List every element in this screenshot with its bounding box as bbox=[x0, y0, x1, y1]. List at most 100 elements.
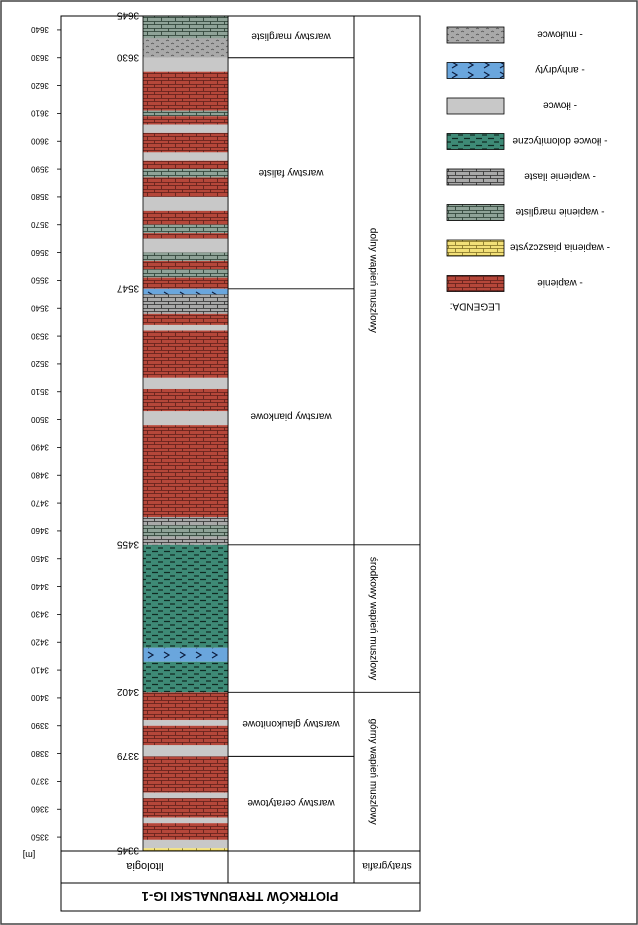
lithology-layer-clayey_ls bbox=[143, 536, 228, 545]
figure-title: PIOTRKÓW TRYBUNALSKI IG-1 bbox=[142, 889, 339, 904]
depth-tick-label: 3510 bbox=[31, 387, 49, 396]
depth-tick-label: 3600 bbox=[31, 136, 49, 145]
legend-swatch-anhydryty bbox=[446, 62, 505, 79]
lithology-column-border bbox=[142, 15, 229, 852]
lithology-layer-wapienie bbox=[143, 160, 228, 170]
depth-tick-label: 3420 bbox=[31, 637, 49, 646]
lithology-layer-dolomitic bbox=[143, 661, 228, 693]
lithology-layer-dolomitic bbox=[143, 544, 228, 648]
boundary-label: 3455 bbox=[116, 538, 139, 549]
subunit-column: warstwy margliste warstwy faliste warstwy … bbox=[228, 30, 354, 808]
lithology-layer-wapienie bbox=[143, 210, 228, 225]
lithology-layer-sandy_ls bbox=[143, 848, 228, 851]
lithology-layer-wapienie bbox=[143, 132, 228, 153]
depth-tick-label: 3580 bbox=[31, 192, 49, 201]
lithology-layer-clayey_ls bbox=[143, 294, 228, 314]
legend-swatch-ilowce bbox=[446, 97, 505, 115]
subunit-label: warstwy ceratytowe bbox=[247, 797, 336, 808]
lithology-layer-ilowce bbox=[143, 238, 228, 253]
boundary-label: 3630 bbox=[116, 51, 139, 62]
depth-tick-label: 3470 bbox=[31, 498, 49, 507]
lithology-layer-clayey_ls bbox=[143, 517, 228, 526]
lithology-layer-wapienie bbox=[143, 725, 228, 746]
legend-swatch-sandy_ls bbox=[446, 239, 505, 257]
legend-swatch-mulowce bbox=[446, 26, 505, 44]
boundary-label: 3645 bbox=[116, 10, 139, 21]
lithology-layer-ilowce bbox=[143, 720, 228, 726]
depth-tick-label: 3430 bbox=[31, 610, 49, 619]
depth-unit-label: [m] bbox=[23, 850, 36, 860]
lithology-layer-marly_ls bbox=[143, 224, 228, 234]
lithology-layer-ilowce bbox=[143, 745, 228, 757]
legend-swatch-marly_ls bbox=[446, 204, 505, 221]
lithology-layer-ilowce bbox=[143, 57, 228, 72]
unit-column: dolny wapień muszlowy środkowy wapień mus… bbox=[354, 228, 420, 825]
depth-tick-label: 3630 bbox=[31, 53, 49, 62]
lithology-layer-anhydryty bbox=[143, 288, 228, 295]
boundary-label: 3402 bbox=[116, 686, 139, 697]
depth-tick-label: 3570 bbox=[31, 220, 49, 229]
lithology-layer-wapienie bbox=[143, 330, 228, 378]
depth-tick-label: 3490 bbox=[31, 443, 49, 452]
lithology-layer-wapienie bbox=[143, 798, 228, 818]
depth-tick-label: 3500 bbox=[31, 415, 49, 424]
depth-tick-label: 3350 bbox=[31, 832, 49, 841]
depth-tick-label: 3410 bbox=[31, 665, 49, 674]
lithology-layer-marly_ls bbox=[143, 525, 228, 537]
lithology-layer-wapienie bbox=[143, 756, 228, 793]
depth-tick-label: 3520 bbox=[31, 359, 49, 368]
unit-label: górny wapień muszlowy bbox=[368, 719, 379, 825]
depth-tick-label: 3550 bbox=[31, 276, 49, 285]
depth-tick-label: 3450 bbox=[31, 554, 49, 563]
lithology-layer-wapienie bbox=[143, 692, 228, 721]
lithology-layer-wapienie bbox=[143, 388, 228, 412]
lithology-layer-ilowce bbox=[143, 839, 228, 849]
lithology-layer-anhydryty bbox=[143, 647, 228, 662]
unit-label: środkowy wapień muszlowy bbox=[368, 557, 379, 680]
depth-tick-label: 3640 bbox=[31, 25, 49, 34]
lithology-column bbox=[142, 15, 229, 852]
depth-axis-ticks: 3640 3630 3620 3610 3600 3590 3580 3570 3560 3550… bbox=[31, 25, 61, 841]
depth-tick-label: 3610 bbox=[31, 109, 49, 118]
lithology-layer-marly_ls bbox=[143, 252, 228, 261]
lithology-layer-wapienie bbox=[143, 260, 228, 270]
boundary-label: 3547 bbox=[116, 282, 139, 293]
lithology-layer-marly_ls bbox=[143, 169, 228, 178]
depth-tick-label: 3540 bbox=[31, 303, 49, 312]
lithology-layer-ilowce bbox=[143, 196, 228, 211]
depth-tick-label: 3590 bbox=[31, 164, 49, 173]
depth-tick-label: 3460 bbox=[31, 526, 49, 535]
stratigraphy-header: stratygrafia bbox=[362, 860, 412, 871]
depth-tick-label: 3370 bbox=[31, 777, 49, 786]
lithology-layer-mulowce bbox=[143, 38, 228, 58]
lithology-layer-wapienie bbox=[143, 313, 228, 325]
lithology-layer-marly_ls bbox=[143, 16, 228, 39]
subunit-label: warstwy piankowe bbox=[250, 410, 333, 421]
subunit-label: warstwy glaukonitowe bbox=[242, 718, 341, 729]
lithology-layer-ilowce bbox=[143, 124, 228, 133]
legend-swatch-dolomitic bbox=[446, 133, 505, 150]
subunit-label: warstwy faliste bbox=[258, 167, 324, 178]
lithology-layer-wapienie bbox=[143, 233, 228, 239]
lithology-layer-ilowce bbox=[143, 377, 228, 389]
lithology-layer-wapienie bbox=[143, 116, 228, 125]
boundary-label: 3345 bbox=[116, 845, 139, 856]
depth-tick-label: 3400 bbox=[31, 693, 49, 702]
lithology-layer-wapienie bbox=[143, 177, 228, 197]
depth-tick-label: 3620 bbox=[31, 81, 49, 90]
legend-heading: LEGENDA: bbox=[450, 301, 501, 312]
legend-item-label: - wapienie margliste bbox=[515, 206, 604, 217]
lithology-layer-wapienie bbox=[143, 277, 228, 289]
table-border bbox=[60, 15, 421, 912]
lithology-layer-wapienie bbox=[143, 71, 228, 111]
depth-tick-label: 3360 bbox=[31, 804, 49, 813]
lithology-header: litologia bbox=[125, 860, 163, 872]
legend-item-label: - wapienia piaszczyste bbox=[510, 242, 610, 253]
depth-tick-label: 3440 bbox=[31, 582, 49, 591]
lithology-layer-wapienie bbox=[143, 425, 228, 517]
depth-tick-label: 3530 bbox=[31, 331, 49, 340]
lithology-layer-ilowce bbox=[143, 817, 228, 824]
legend-item-label: - mułowce bbox=[537, 29, 583, 40]
